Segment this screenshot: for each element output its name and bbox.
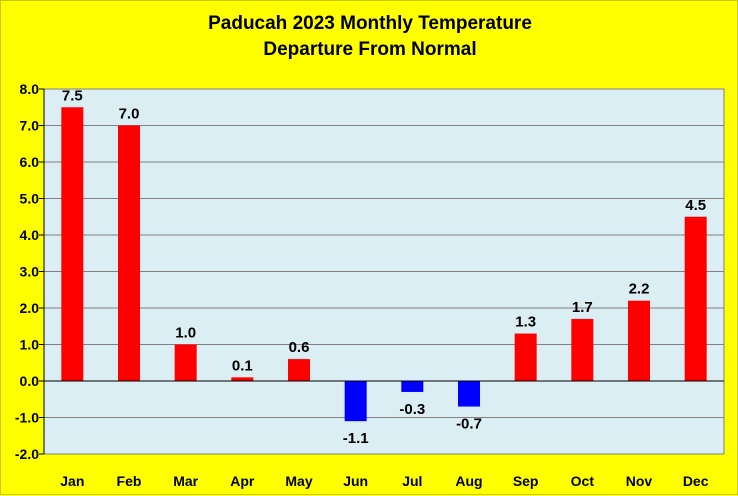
bar-nov: [628, 300, 650, 381]
y-tick-label: 5.0: [20, 191, 40, 207]
gridlines: [44, 88, 724, 455]
y-tick-label: 3.0: [20, 264, 40, 280]
data-labels: 7.5 7.0 1.0 0.1 0.6 -1.1 -0.3 -0.7 1.3 1.7 2.2 4.5: [62, 87, 706, 447]
bar-oct: [571, 318, 594, 381]
chart-title-line-1: Paducah 2023 Monthly Temperature: [208, 13, 532, 34]
y-tick-label: -2.0: [15, 446, 39, 462]
y-tick-label: 4.0: [20, 227, 40, 243]
x-tick-label: Apr: [230, 473, 255, 489]
y-tick-label: -1.0: [15, 410, 39, 426]
x-tick-label: Aug: [455, 473, 482, 489]
y-tick-label: 1.0: [20, 337, 40, 353]
data-label: -1.1: [343, 430, 369, 447]
bar-may: [288, 359, 310, 381]
bar-aug: [458, 381, 480, 407]
y-tick-label: 0.0: [20, 373, 40, 389]
x-tick-label: Mar: [173, 473, 198, 489]
data-label: 0.6: [289, 339, 310, 356]
bar-mar: [174, 344, 197, 381]
bar-apr: [231, 377, 254, 381]
bar-feb: [118, 125, 140, 381]
chart-title: Paducah 2023 Monthly Temperature Departu…: [1, 11, 738, 63]
bar-dec: [684, 216, 707, 381]
bars: [61, 107, 707, 422]
data-label: 2.2: [629, 281, 650, 298]
y-tick-label: 7.0: [20, 118, 40, 134]
x-tick-label: Dec: [683, 473, 709, 489]
bar-jun: [344, 381, 367, 422]
x-tick-label: Nov: [626, 473, 653, 489]
data-label: 1.7: [572, 299, 593, 316]
chart-title-line-2: Departure From Normal: [263, 39, 477, 60]
data-label: 1.0: [175, 325, 196, 342]
x-tick-label: Sep: [513, 473, 539, 489]
data-label: -0.7: [456, 416, 482, 433]
data-label: 7.5: [62, 87, 83, 104]
data-label: 0.1: [232, 357, 253, 374]
x-axis: Jan Feb Mar Apr May Jun Jul Aug Sep Oct Nov Dec: [60, 473, 708, 489]
x-tick-label: Jan: [60, 473, 84, 489]
data-label: -0.3: [399, 401, 425, 418]
bar-sep: [514, 333, 537, 381]
x-tick-label: Jun: [343, 473, 368, 489]
y-tick-label: 6.0: [20, 154, 40, 170]
y-tick-label: 2.0: [20, 300, 40, 316]
bar-jul: [401, 381, 424, 392]
data-label: 7.0: [119, 106, 140, 123]
x-tick-label: Oct: [571, 473, 595, 489]
x-tick-label: May: [285, 473, 312, 489]
bar-jan: [61, 107, 84, 381]
data-label: 4.5: [685, 197, 706, 214]
y-axis: -2.0 -1.0 0.0 1.0 2.0 3.0 4.0 5.0 6.0 7.0 8.0: [15, 81, 45, 462]
data-label: 1.3: [515, 314, 536, 331]
y-tick-label: 8.0: [20, 81, 40, 97]
x-tick-label: Feb: [117, 473, 142, 489]
x-tick-label: Jul: [402, 473, 422, 489]
